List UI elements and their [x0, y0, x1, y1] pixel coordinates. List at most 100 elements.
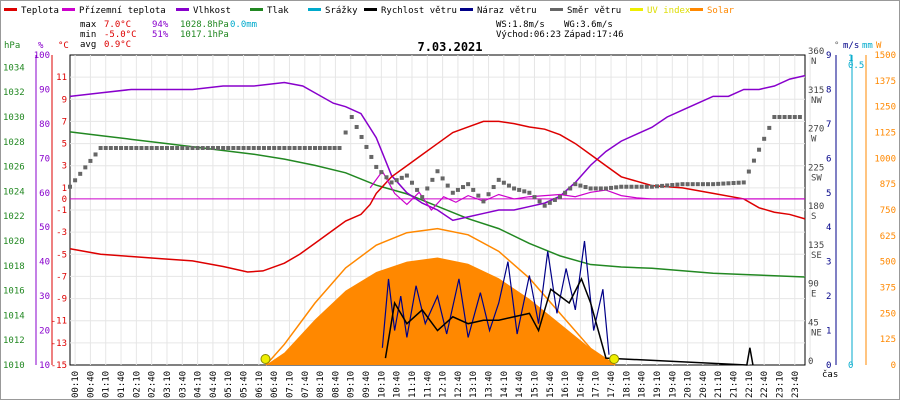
time-tick-label: 13:40 [485, 371, 495, 398]
wind-dir-marker [445, 183, 450, 188]
wind-dir-marker [542, 203, 547, 208]
wind-dir-marker [149, 146, 154, 150]
pressure-tick-label: 1022 [3, 212, 25, 222]
wind-dir-marker [547, 200, 552, 205]
time-tick-label: 18:10 [622, 371, 632, 398]
wind-dir-marker [251, 146, 256, 150]
time-tick-label: 10:40 [393, 371, 403, 398]
wind-dir-marker [389, 180, 394, 185]
wind-dir-marker [98, 146, 103, 150]
stats-avg-temp: 0.9°C [104, 40, 131, 50]
wind-tick-label: 3 [826, 258, 831, 268]
wind-dir-marker [532, 195, 537, 200]
humidity-tick-label: 100 [34, 51, 50, 61]
legend-swatch [308, 8, 321, 11]
wind-dir-marker [552, 197, 557, 202]
legend-swatch [250, 8, 263, 11]
humidity-tick-label: 60 [39, 189, 50, 199]
pressure-tick-label: 1034 [3, 63, 25, 73]
time-tick-label: 10:10 [377, 371, 387, 398]
stats-block: max min avg 7.0°C -5.0°C 0.9°C 94% 51% 1… [80, 20, 257, 50]
wind-dir-marker [455, 187, 460, 192]
wind-dir-marker [241, 146, 246, 150]
sunset-marker [609, 354, 620, 364]
time-tick-label: 23:10 [775, 371, 785, 398]
dir-tick-name: SW [811, 173, 822, 183]
time-tick-label: 11:10 [408, 371, 418, 398]
legend-swatch [690, 8, 703, 11]
unit-w: W [876, 41, 882, 51]
markers-layer [68, 115, 802, 364]
wind-dir-marker [512, 186, 517, 191]
time-tick-label: 08:40 [331, 371, 341, 398]
legend-item: Srážky [308, 6, 358, 16]
solar-tick-label: 1250 [874, 103, 896, 113]
wind-dir-marker [216, 146, 221, 150]
wind-dir-marker [317, 146, 322, 150]
temp-tick-label: -9 [56, 295, 67, 305]
wind-dir-marker [751, 158, 756, 163]
dir-tick-name: W [811, 135, 817, 145]
temp-tick-label: 11 [56, 73, 67, 83]
dir-tick-name: S [811, 212, 816, 222]
wind-dir-marker [313, 146, 317, 150]
dir-tick-deg: 45 [808, 318, 819, 328]
dir-tick-deg: 315 [808, 86, 824, 96]
legend-swatch [460, 8, 473, 11]
wind-dir-marker [787, 115, 792, 119]
unit-headers: hPa % °C ° m/s mm W [4, 41, 882, 51]
wind-dir-marker [394, 178, 399, 183]
wind-dir-marker [420, 195, 425, 200]
wind-dir-marker [649, 184, 654, 189]
time-tick-label: 01:40 [117, 371, 127, 398]
legend-label: Rychlost větru [381, 6, 457, 16]
wind-dir-marker [782, 115, 787, 119]
wind-dir-marker [486, 192, 491, 197]
legend-item: Směr větru [550, 6, 621, 16]
time-tick-label: 03:40 [178, 371, 188, 398]
wind-dir-marker [792, 115, 797, 119]
legend-item: Přízemní teplota [62, 6, 166, 16]
time-tick-label: 05:40 [240, 371, 250, 398]
legend-label: Solar [707, 6, 735, 16]
wind-dir-marker [583, 185, 588, 190]
time-tick-label: 09:40 [362, 371, 372, 398]
wind-dir-marker [221, 146, 226, 150]
time-tick-label: 17:40 [607, 371, 617, 398]
wind-dir-marker [231, 146, 236, 150]
time-tick-label: 20:40 [699, 371, 709, 398]
x-axis: 00:10 00:40 01:10 01:40 02:10 02:40 03:10 03:40… [71, 371, 801, 398]
rain-tick-label: 1 [848, 54, 853, 64]
time-tick-label: 11:40 [423, 371, 433, 398]
unit-pct: % [38, 41, 44, 51]
wind-dir-marker [624, 184, 629, 189]
wind-dir-marker [200, 146, 205, 150]
time-tick-label: 20:10 [684, 371, 694, 398]
y-axes: 1034103210301028102610241022102010181016… [3, 47, 896, 371]
wind-dir-marker [364, 144, 369, 149]
stats-max-temp: 7.0°C [104, 20, 131, 30]
temp-tick-label: -3 [56, 228, 67, 238]
time-tick-label: 21:40 [730, 371, 740, 398]
wind-speed-line [384, 277, 754, 366]
wind-dir-marker [190, 146, 195, 150]
x-caption: čas [822, 369, 838, 380]
wind-dir-marker [195, 146, 200, 150]
wind-dir-marker [159, 146, 164, 150]
chart-date: 7.03.2021 [417, 40, 482, 54]
wind-dir-marker [337, 146, 342, 150]
time-tick-label: 07:40 [301, 371, 311, 398]
wind-dir-marker [144, 146, 149, 150]
time-tick-label: 21:10 [714, 371, 724, 398]
stats-min-hum: 51% [152, 30, 169, 40]
pressure-tick-label: 1030 [3, 113, 25, 123]
humidity-tick-label: 30 [39, 292, 50, 302]
wind-dir-marker [690, 182, 695, 187]
rain-tick-label: 0 [848, 361, 853, 371]
wind-dir-marker [124, 146, 129, 150]
pressure-tick-label: 1016 [3, 287, 25, 297]
stats-min-press: 1017.1hPa [180, 30, 229, 40]
wind-dir-marker [767, 125, 772, 130]
wind-dir-marker [297, 146, 302, 150]
